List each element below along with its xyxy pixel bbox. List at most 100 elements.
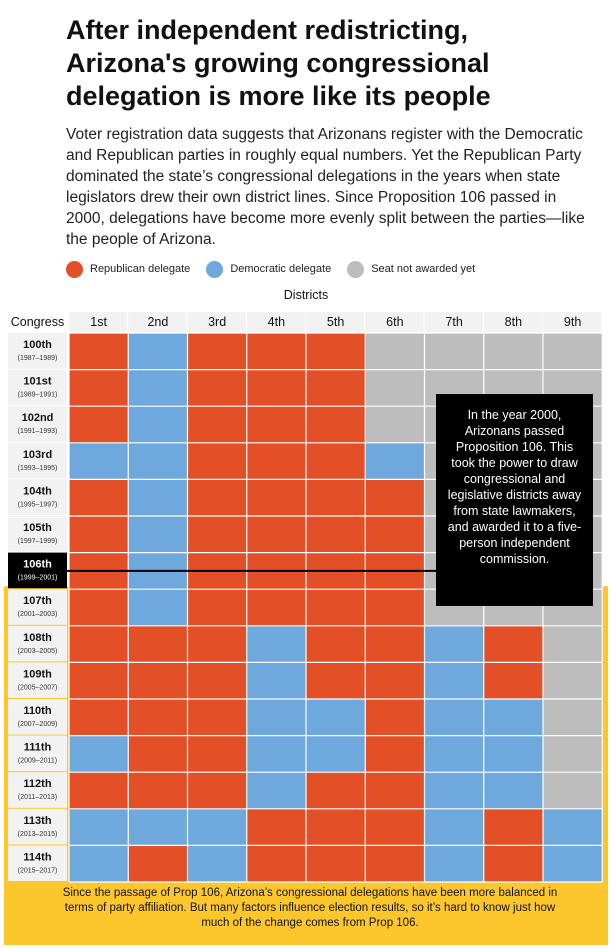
cell-113th-5th [306, 808, 366, 846]
cell-110th-1st [69, 699, 129, 736]
cell-108th-1st [69, 625, 129, 663]
cell-109th-8th [483, 662, 543, 699]
prop-106-annotation: In the year 2000, Arizonans passed Propo… [436, 394, 593, 606]
row-label-bg-113th [8, 808, 67, 845]
row-label-bg-100th [8, 333, 67, 369]
cell-111th-9th [543, 735, 603, 773]
column-header-3rd: 3rd [208, 315, 226, 329]
cell-113th-9th [543, 808, 603, 846]
row-label-bg-114th [8, 845, 67, 881]
row-years-112th: (2011–2013) [18, 794, 57, 801]
cell-111th-6th [365, 735, 425, 773]
row-label-bg-109th [8, 662, 67, 698]
row-years-106th: (1999–2001) [18, 575, 58, 582]
cell-111th-2nd [128, 735, 188, 773]
cell-104th-6th [365, 479, 425, 516]
row-header-label: Congress [11, 315, 65, 329]
cell-107th-2nd [128, 589, 188, 626]
cell-109th-3rd [187, 662, 247, 699]
column-header-4th: 4th [268, 315, 285, 329]
column-header-bg-5th [306, 312, 365, 332]
cell-101st-5th [306, 369, 366, 407]
row-label-112th: 112th [23, 778, 51, 790]
cell-107th-1st [69, 589, 129, 626]
row-years-104th: (1995–1997) [18, 501, 58, 508]
cell-103rd-2nd [128, 442, 188, 480]
row-label-bg-103rd [8, 442, 67, 479]
cell-110th-8th [483, 699, 543, 736]
column-header-bg-9th [543, 312, 602, 332]
cell-103rd-1st [69, 442, 129, 480]
cell-112th-3rd [187, 772, 247, 809]
cell-105th-2nd [128, 516, 188, 553]
cell-108th-3rd [187, 625, 247, 663]
column-header-bg-7th [424, 312, 483, 332]
row-label-113th: 113th [23, 815, 51, 827]
cell-104th-3rd [187, 479, 247, 516]
cell-101st-2nd [128, 369, 188, 407]
cell-113th-1st [69, 808, 129, 846]
cell-112th-9th [543, 772, 603, 809]
cell-105th-1st [69, 516, 129, 553]
chart-title: After independent redistricting, Arizona… [66, 15, 491, 111]
legend-item-democratic: Democratic delegate [206, 260, 332, 278]
legend-label-democratic: Democratic delegate [230, 263, 332, 275]
row-label-101st: 101st [23, 376, 51, 388]
row-years-105th: (1997–1999) [18, 538, 58, 545]
cell-102nd-2nd [128, 406, 188, 443]
cell-109th-4th [246, 662, 306, 699]
row-label-bg-111th [8, 735, 67, 772]
legend-item-republican: Republican delegate [66, 260, 190, 278]
cell-107th-6th [365, 589, 425, 626]
cell-101st-4th [246, 369, 306, 407]
cell-100th-5th [306, 333, 366, 370]
cell-111th-8th [483, 735, 543, 773]
cell-112th-8th [483, 772, 543, 809]
cell-100th-6th [365, 333, 425, 370]
cell-114th-9th [543, 845, 603, 882]
legend: Republican delegate Democratic delegate … [66, 259, 491, 279]
row-years-113th: (2013–2015) [18, 831, 58, 838]
row-years-109th: (2005–2007) [18, 684, 58, 691]
cell-108th-6th [365, 625, 425, 663]
cell-110th-6th [365, 699, 425, 736]
cell-105th-5th [306, 516, 366, 553]
column-header-bg-1st [69, 312, 128, 332]
row-label-106th: 106th [23, 559, 52, 571]
row-label-102nd: 102nd [22, 412, 54, 424]
cell-114th-6th [365, 845, 425, 882]
cell-101st-6th [365, 369, 425, 407]
row-label-104th: 104th [23, 485, 52, 497]
cell-111th-5th [306, 735, 366, 773]
cell-110th-4th [246, 699, 306, 736]
row-years-102nd: (1991–1993) [18, 428, 58, 435]
cell-111th-7th [424, 735, 484, 773]
column-header-1st: 1st [90, 315, 107, 329]
cell-109th-5th [306, 662, 366, 699]
cell-103rd-3rd [187, 442, 247, 480]
cell-108th-9th [543, 625, 603, 663]
cell-112th-2nd [128, 772, 188, 809]
cell-108th-8th [483, 625, 543, 663]
row-label-bg-108th [8, 625, 67, 662]
column-header-bg-4th [246, 312, 305, 332]
cell-100th-9th [543, 333, 603, 370]
cell-110th-3rd [187, 699, 247, 736]
legend-swatch-not-awarded [347, 260, 365, 278]
row-years-101st: (1989–1991) [18, 392, 58, 399]
column-header-5th: 5th [327, 315, 344, 329]
row-label-bg-110th [8, 699, 67, 735]
column-header-bg-8th [483, 312, 542, 332]
cell-105th-4th [246, 516, 306, 553]
row-years-110th: (2007–2009) [18, 721, 58, 728]
cell-103rd-4th [246, 442, 306, 480]
cell-113th-7th [424, 808, 484, 846]
cell-108th-4th [246, 625, 306, 663]
cell-108th-7th [424, 625, 484, 663]
x-axis-label: Districts [283, 288, 329, 302]
row-label-103rd: 103rd [23, 449, 52, 461]
cell-111th-3rd [187, 735, 247, 773]
column-header-bg-3rd [187, 312, 246, 332]
row-label-bg-102nd [8, 406, 67, 442]
column-header-8th: 8th [505, 315, 522, 329]
